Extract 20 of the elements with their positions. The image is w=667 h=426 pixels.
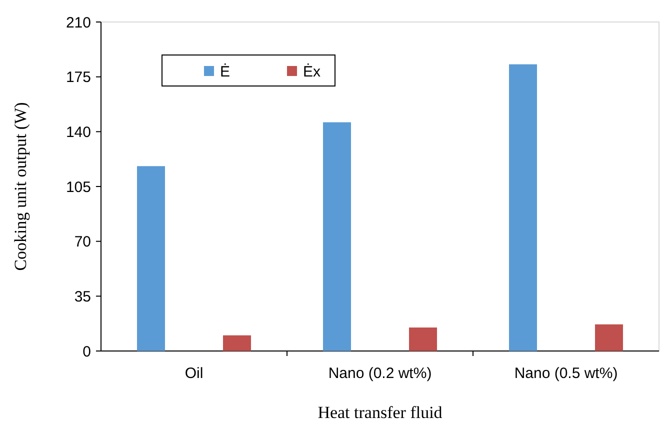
y-tick-label: 70 xyxy=(74,234,91,251)
bar xyxy=(323,122,351,351)
x-tick-label: Nano (0.2 wt%) xyxy=(328,365,432,382)
y-tick-label: 0 xyxy=(82,343,91,360)
y-tick-label: 35 xyxy=(74,288,91,306)
legend-label: Ė xyxy=(220,62,230,80)
x-tick-label: Nano (0.5 wt%) xyxy=(514,365,618,382)
bar xyxy=(509,64,537,351)
bar xyxy=(409,328,437,351)
x-axis-title: Heat transfer fluid xyxy=(318,403,443,422)
y-tick-label: 105 xyxy=(66,178,91,196)
bar xyxy=(223,335,251,351)
bar xyxy=(595,324,623,351)
x-tick-label: Oil xyxy=(184,365,204,382)
bar xyxy=(137,166,165,351)
y-axis-title: Cooking unit output (W) xyxy=(11,102,30,271)
y-tick-label: 175 xyxy=(66,69,91,86)
y-tick-label: 210 xyxy=(66,14,91,32)
y-tick-label: 140 xyxy=(66,124,91,141)
legend-label: Ėx xyxy=(303,62,322,80)
